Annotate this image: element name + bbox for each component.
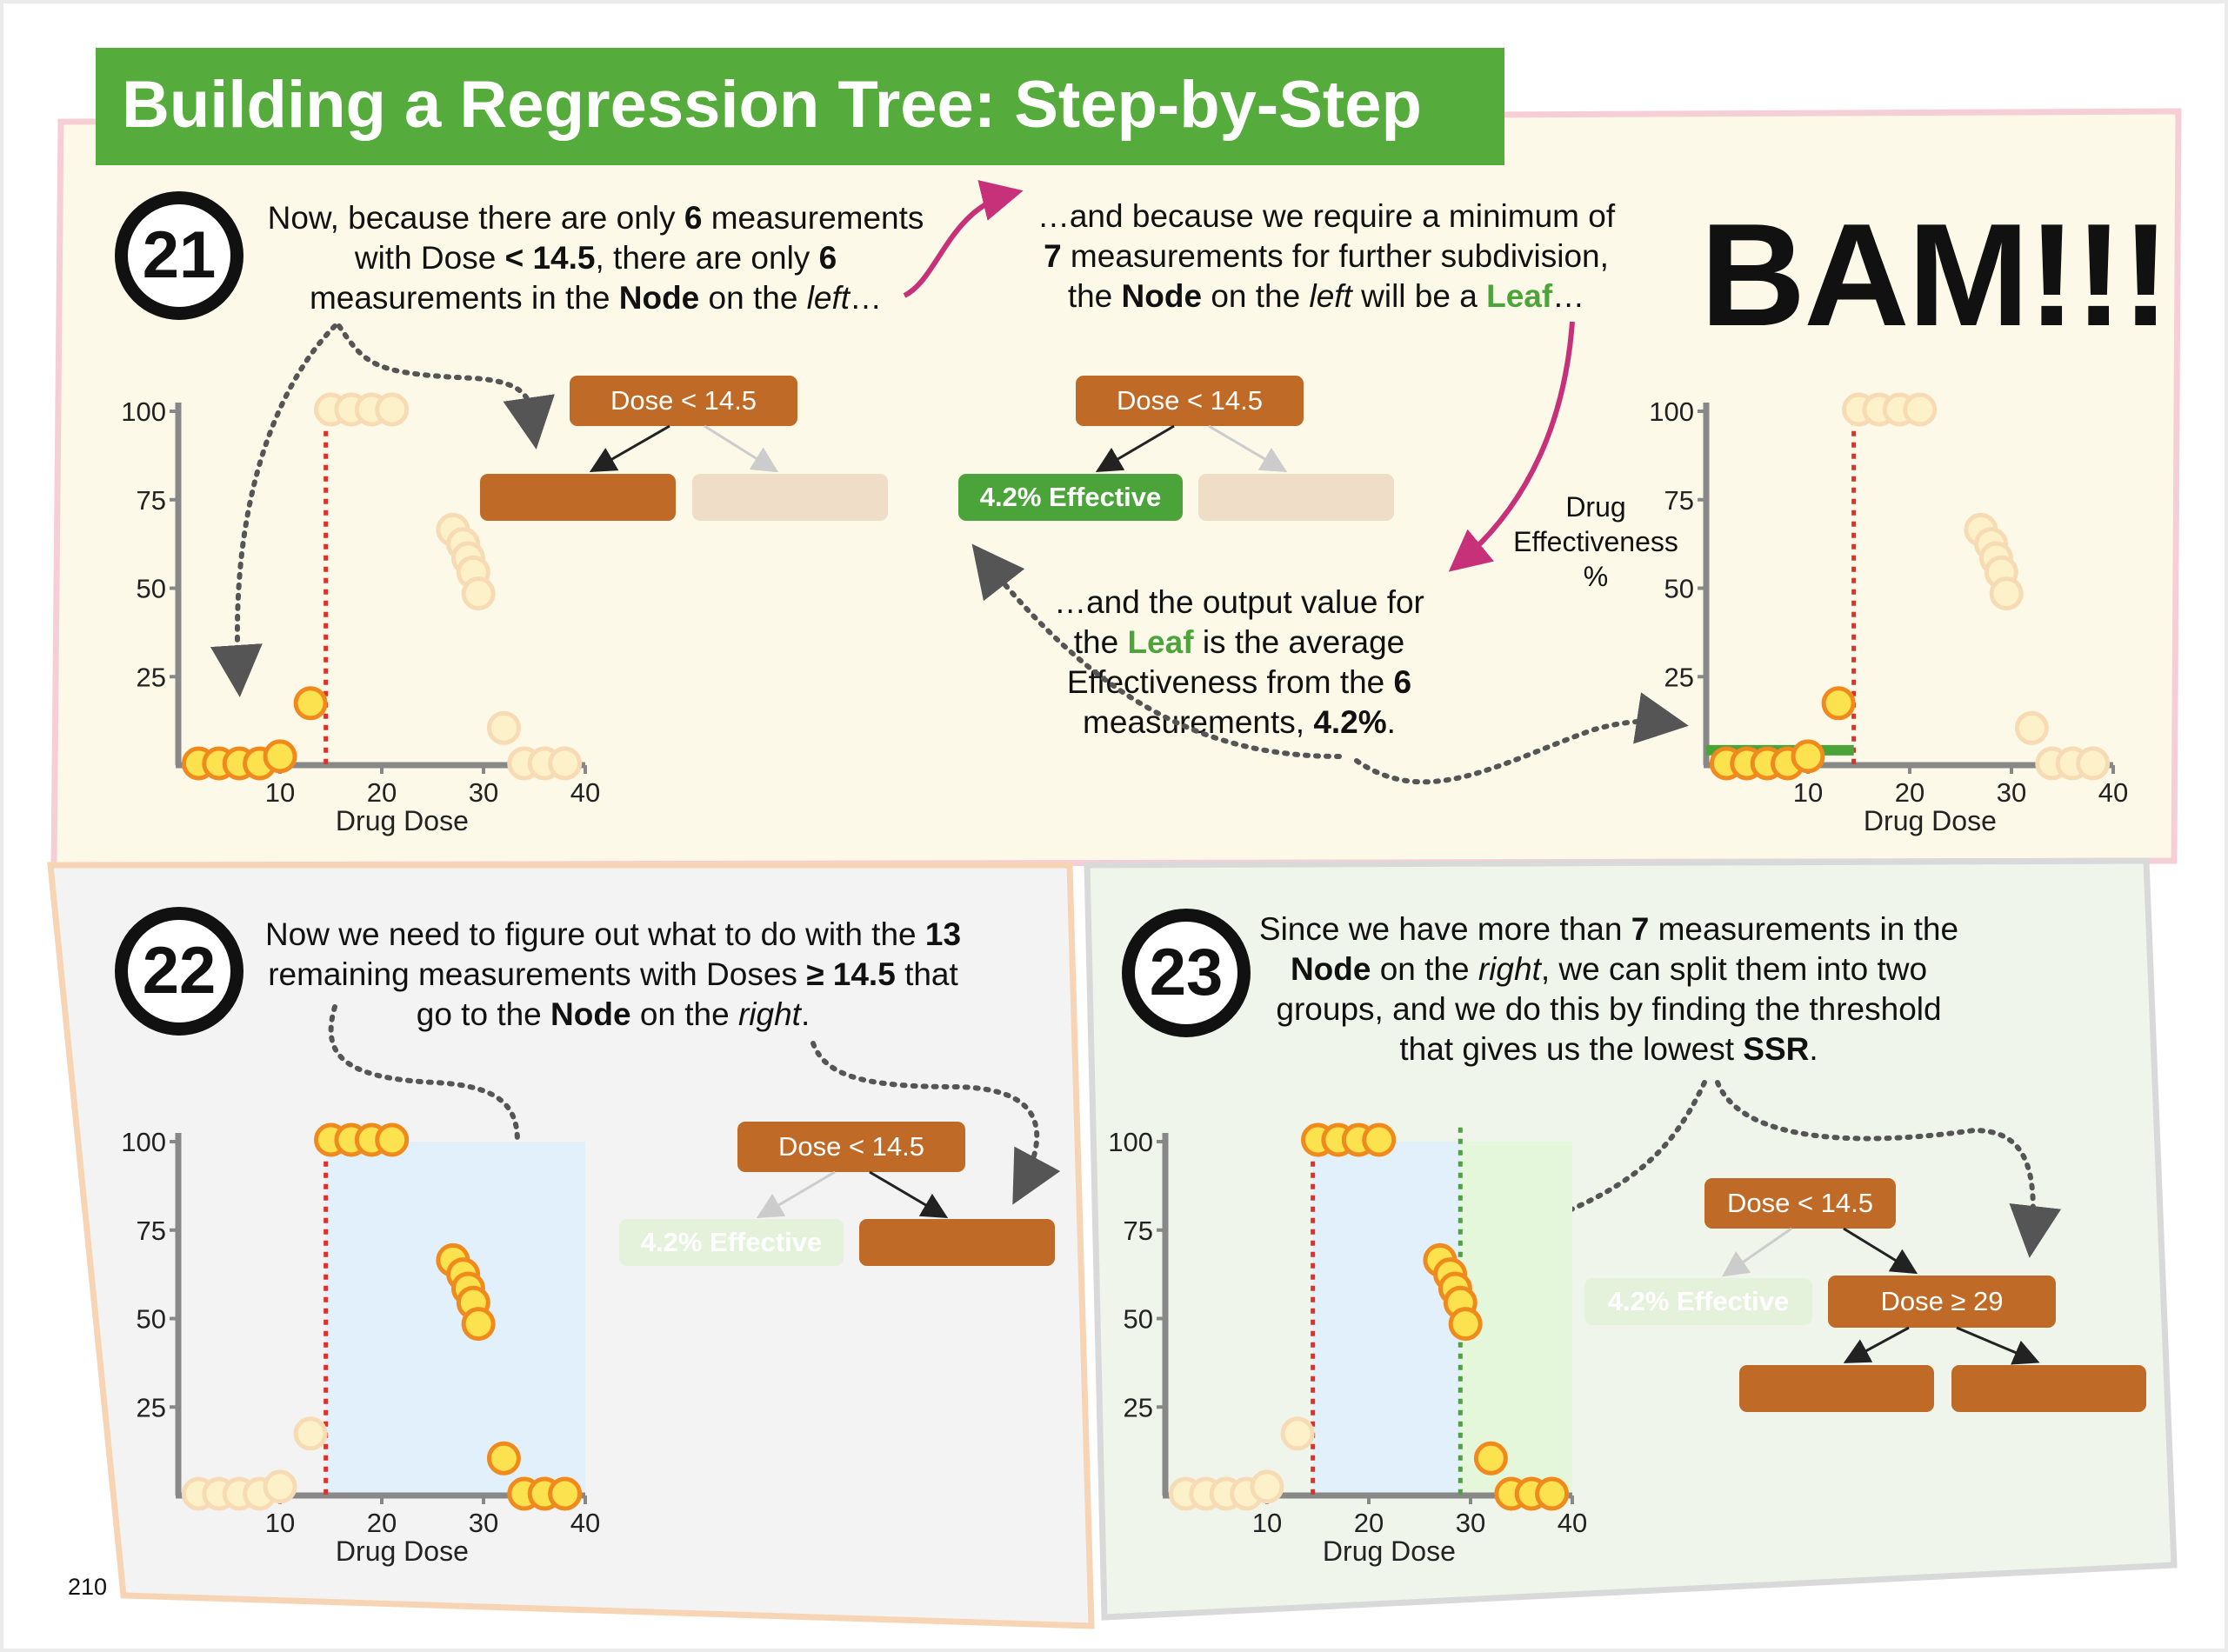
data-point bbox=[1821, 686, 1856, 721]
y-tick-label: 75 bbox=[1664, 485, 1694, 516]
x-tick-label: 30 bbox=[469, 777, 498, 808]
x-tick-label: 10 bbox=[1793, 777, 1823, 808]
y-tick-label: 100 bbox=[1649, 396, 1694, 427]
step21-left-node bbox=[480, 474, 676, 521]
x-tick-label: 20 bbox=[1895, 777, 1924, 808]
data-point bbox=[375, 392, 410, 427]
data-point bbox=[1903, 392, 1938, 427]
data-point bbox=[1448, 1307, 1483, 1342]
data-point bbox=[375, 1122, 410, 1157]
data-point bbox=[1362, 1122, 1397, 1157]
scatter-chart-1: 100 75 50 25 10 20 30 40 Drug Dose bbox=[121, 392, 600, 836]
step21b-root-node: Dose < 14.5 bbox=[1076, 376, 1304, 426]
x-tick-label: 10 bbox=[265, 777, 295, 808]
step23-text: Since we have more than 7 measurements i… bbox=[1258, 911, 1959, 1067]
step21-text-output: …and the output value for the Leaf is th… bbox=[1054, 584, 1424, 740]
step23-child-left-node bbox=[1739, 1365, 1934, 1412]
x-tick-label: 10 bbox=[1252, 1508, 1282, 1538]
x-tick-label: 10 bbox=[265, 1508, 295, 1538]
data-point bbox=[486, 710, 521, 745]
step22-text: Now we need to figure out what to do wit… bbox=[264, 916, 962, 1032]
x-tick-label: 20 bbox=[367, 777, 397, 808]
x-tick-label: 40 bbox=[1558, 1508, 1587, 1538]
x-tick-label: 30 bbox=[1997, 777, 2026, 808]
y-tick-label: 25 bbox=[1664, 662, 1694, 692]
y-tick-label: 100 bbox=[1108, 1127, 1153, 1157]
data-point bbox=[1989, 576, 2024, 611]
step23-child-node: Dose ≥ 29 bbox=[1828, 1276, 2056, 1328]
bam-exclamation: BAM!!! bbox=[1700, 193, 2170, 356]
x-axis-title: Drug Dose bbox=[336, 1535, 469, 1567]
y-axis-title: Drug Effectiveness % bbox=[1513, 491, 1678, 592]
data-point bbox=[263, 739, 297, 774]
step23-child-right-node bbox=[1951, 1365, 2146, 1412]
step-number-21: 21 bbox=[115, 191, 243, 320]
title-banner: Building a Regression Tree: Step-by-Step bbox=[96, 48, 1504, 165]
x-tick-label: 20 bbox=[1354, 1508, 1384, 1538]
step22-leaf-node: 4.2% Effective bbox=[619, 1219, 844, 1266]
y-tick-label: 50 bbox=[137, 1304, 166, 1335]
scatter-chart-3: 100 75 50 25 10 20 30 40 Drug Dose bbox=[121, 1122, 600, 1567]
x-tick-label: 40 bbox=[2098, 777, 2128, 808]
y-tick-label: 50 bbox=[137, 574, 166, 604]
step22-right-node bbox=[859, 1219, 1055, 1266]
step23-root-node: Dose < 14.5 bbox=[1704, 1178, 1896, 1229]
page-number: 210 bbox=[68, 1574, 108, 1600]
x-tick-label: 30 bbox=[469, 1508, 498, 1538]
data-point bbox=[461, 576, 496, 611]
data-point bbox=[1473, 1441, 1508, 1475]
y-tick-label: 75 bbox=[137, 485, 166, 516]
y-tick-label: 75 bbox=[137, 1216, 166, 1246]
data-point bbox=[1535, 1476, 1570, 1511]
scatter-chart-2: 100 75 50 25 10 20 30 40 Drug Dose bbox=[1649, 392, 2128, 836]
data-point bbox=[263, 1469, 297, 1504]
data-point bbox=[548, 746, 583, 781]
y-tick-label: 50 bbox=[1664, 574, 1694, 604]
y-tick-label: 100 bbox=[121, 1127, 166, 1157]
scatter-chart-4: 100 75 50 25 10 20 30 40 Drug Dose bbox=[1108, 1122, 1587, 1567]
y-tick-label: 50 bbox=[1124, 1304, 1153, 1335]
x-tick-label: 40 bbox=[570, 777, 600, 808]
y-tick-label: 25 bbox=[137, 662, 166, 692]
step21b-right-node bbox=[1198, 474, 1394, 521]
right-region bbox=[325, 1142, 585, 1495]
data-point bbox=[1280, 1416, 1315, 1451]
data-point bbox=[461, 1307, 496, 1342]
region-low bbox=[1312, 1142, 1461, 1495]
y-tick-label: 25 bbox=[1124, 1392, 1153, 1422]
step-number-23: 23 bbox=[1122, 909, 1251, 1037]
data-point bbox=[2076, 746, 2111, 781]
y-tick-label: 100 bbox=[121, 396, 166, 427]
x-tick-label: 30 bbox=[1456, 1508, 1485, 1538]
data-point bbox=[293, 1416, 328, 1451]
x-axis-title: Drug Dose bbox=[1323, 1535, 1456, 1567]
x-axis-title: Drug Dose bbox=[1864, 805, 1997, 836]
step23-leaf-node: 4.2% Effective bbox=[1584, 1278, 1812, 1325]
x-axis-title: Drug Dose bbox=[336, 805, 469, 836]
x-tick-label: 20 bbox=[367, 1508, 397, 1538]
step21b-leaf-node: 4.2% Effective bbox=[958, 474, 1183, 521]
step21-text-left: Now, because there are only 6 measuremen… bbox=[267, 200, 924, 316]
data-point bbox=[548, 1476, 583, 1511]
y-tick-label: 25 bbox=[137, 1392, 166, 1422]
step22-root-node: Dose < 14.5 bbox=[737, 1122, 965, 1172]
step21-root-node: Dose < 14.5 bbox=[570, 376, 797, 426]
data-point bbox=[486, 1441, 521, 1475]
y-tick-label: 75 bbox=[1124, 1216, 1153, 1246]
data-point bbox=[2014, 710, 2049, 745]
data-point bbox=[1791, 739, 1825, 774]
page-title: Building a Regression Tree: Step-by-Step bbox=[122, 68, 1422, 142]
step21-right-node bbox=[692, 474, 888, 521]
data-point bbox=[1250, 1469, 1284, 1504]
x-tick-label: 40 bbox=[570, 1508, 600, 1538]
step21-text-middle: …and because we require a minimum of 7 m… bbox=[1037, 198, 1616, 314]
data-point bbox=[293, 686, 328, 721]
